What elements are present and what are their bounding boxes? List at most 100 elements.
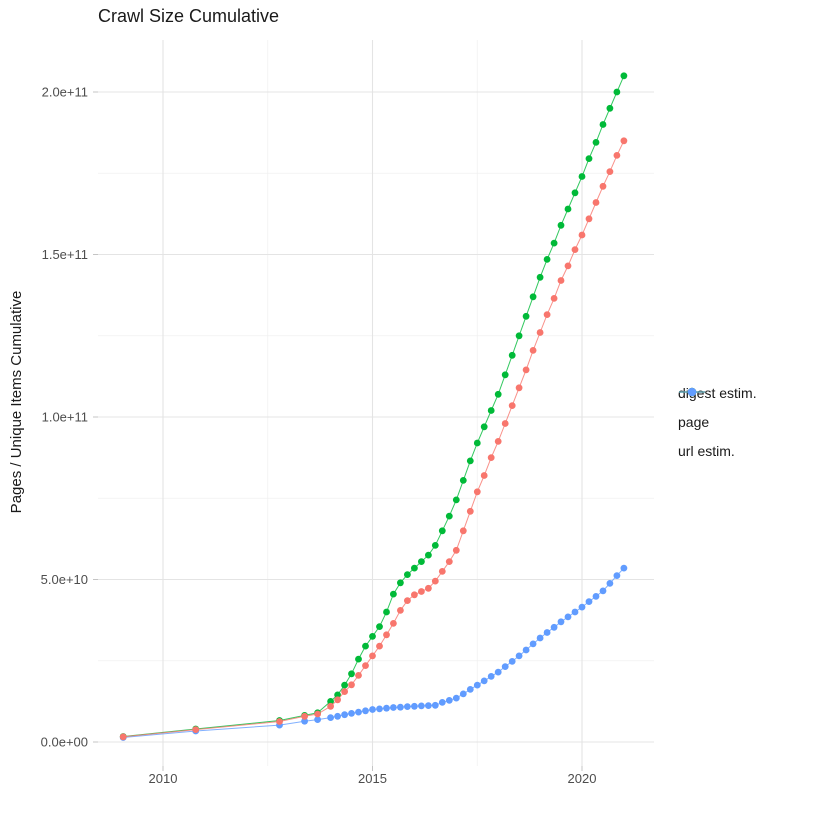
data-point	[522, 366, 530, 374]
data-point	[508, 351, 516, 359]
data-point	[369, 633, 376, 640]
data-point	[515, 652, 523, 660]
data-point	[411, 702, 418, 710]
data-point	[341, 688, 348, 695]
data-point	[466, 686, 474, 693]
data-point	[404, 597, 411, 604]
data-point	[536, 273, 544, 281]
data-point	[564, 613, 572, 621]
data-point	[383, 704, 390, 712]
data-point	[355, 655, 362, 663]
data-point	[515, 384, 523, 392]
data-point	[431, 542, 439, 549]
data-point	[550, 239, 558, 247]
data-point	[571, 246, 579, 254]
data-point	[620, 564, 628, 572]
data-point	[487, 454, 495, 461]
data-point	[585, 598, 593, 605]
data-point	[355, 672, 362, 679]
data-point	[557, 618, 565, 626]
data-point	[192, 726, 200, 733]
data-point	[585, 155, 593, 163]
data-point	[529, 640, 537, 648]
data-point	[301, 712, 308, 720]
data-point	[578, 231, 586, 239]
series-digest-estim	[119, 137, 628, 741]
legend-label: page	[678, 414, 710, 430]
legend-label: url estim.	[678, 443, 735, 459]
data-point	[550, 623, 558, 631]
data-point	[606, 104, 614, 112]
data-point	[613, 572, 621, 579]
data-point	[390, 590, 397, 598]
legend-item-page: page	[678, 387, 757, 432]
x-tick-label: 2010	[149, 771, 178, 786]
data-point	[515, 332, 523, 340]
data-point	[327, 698, 334, 705]
data-point	[585, 215, 593, 223]
data-point	[501, 420, 509, 427]
data-point	[487, 673, 495, 680]
data-point	[452, 694, 460, 702]
legend: digest estim. page url estim.	[678, 383, 757, 461]
data-point	[557, 221, 565, 229]
data-point	[494, 438, 502, 445]
series-line-digest-estim	[123, 140, 625, 738]
data-point	[606, 168, 614, 176]
data-point	[452, 496, 460, 504]
data-point	[411, 564, 418, 572]
data-point	[362, 707, 369, 715]
data-point	[473, 439, 481, 447]
data-point	[501, 371, 509, 379]
data-point	[578, 603, 586, 611]
data-point	[341, 681, 348, 689]
data-point	[425, 702, 432, 709]
data-point	[334, 712, 341, 720]
data-point	[425, 551, 432, 559]
data-point	[390, 620, 397, 627]
data-point	[452, 546, 460, 554]
data-point	[334, 696, 341, 704]
data-point	[341, 711, 348, 719]
data-point	[487, 407, 495, 414]
data-point	[459, 690, 467, 698]
data-point	[480, 423, 488, 431]
data-point	[404, 571, 411, 578]
data-point	[473, 681, 481, 689]
data-point	[431, 701, 439, 709]
data-point	[550, 295, 558, 302]
data-point	[459, 477, 467, 484]
data-point	[564, 262, 572, 270]
data-point	[383, 631, 390, 639]
y-tick-label: 1.5e+11	[42, 247, 88, 262]
data-point	[327, 702, 334, 710]
data-point	[543, 629, 551, 636]
x-tick-label: 2015	[358, 771, 387, 786]
data-point	[529, 293, 537, 301]
data-point	[592, 199, 600, 206]
data-point	[431, 577, 439, 585]
data-point	[397, 607, 404, 614]
data-point	[327, 714, 334, 721]
data-point	[445, 512, 453, 520]
data-point	[564, 205, 572, 213]
data-point	[508, 658, 516, 665]
data-point	[459, 527, 467, 535]
data-point	[501, 663, 509, 670]
data-point	[466, 507, 474, 515]
data-point	[592, 593, 600, 600]
data-point	[613, 152, 621, 159]
data-point	[578, 173, 586, 180]
data-point	[376, 623, 383, 630]
data-point	[494, 668, 502, 676]
data-point	[383, 608, 390, 616]
data-point	[445, 697, 453, 704]
data-point	[376, 705, 383, 713]
data-point	[557, 277, 565, 284]
data-point	[348, 681, 355, 689]
data-point	[334, 691, 341, 699]
data-point	[355, 708, 362, 716]
data-point	[592, 139, 600, 146]
